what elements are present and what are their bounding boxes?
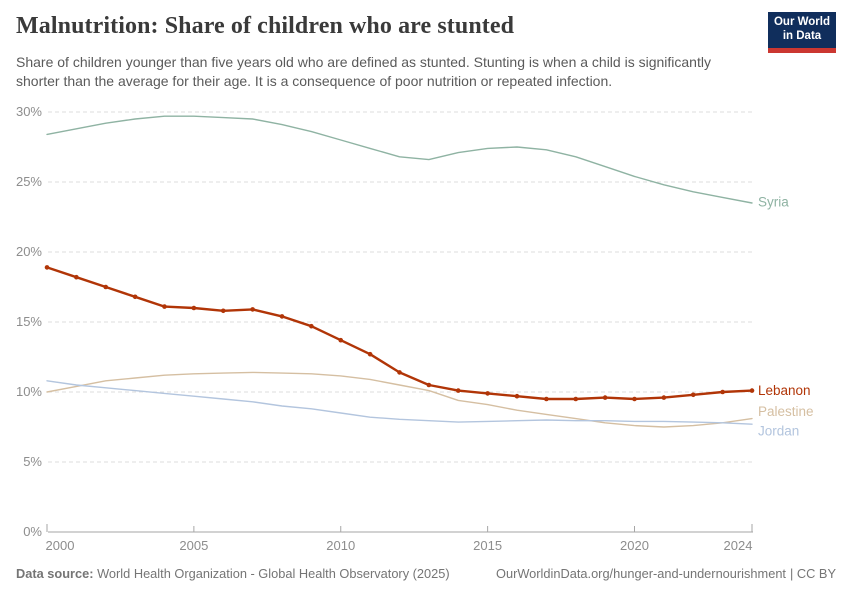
data-point-lebanon[interactable] bbox=[455, 388, 461, 393]
series-line-jordan[interactable] bbox=[46, 380, 753, 425]
x-axis-tick-label: 2020 bbox=[620, 538, 649, 553]
x-axis-tick-label: 2000 bbox=[46, 538, 75, 553]
data-point-lebanon[interactable] bbox=[367, 351, 373, 357]
x-axis-tick-label: 2024 bbox=[724, 538, 753, 553]
data-point-lebanon[interactable] bbox=[573, 396, 579, 402]
data-source: Data source: World Health Organization -… bbox=[16, 566, 450, 581]
y-axis-tick-label: 10% bbox=[16, 384, 42, 399]
chart-footer: Data source: World Health Organization -… bbox=[16, 566, 836, 581]
data-point-lebanon[interactable] bbox=[397, 370, 402, 375]
data-point-lebanon[interactable] bbox=[602, 395, 608, 400]
x-axis-tick-label: 2005 bbox=[179, 538, 208, 553]
owid-logo[interactable]: Our World in Data bbox=[768, 12, 836, 53]
data-point-lebanon[interactable] bbox=[44, 265, 50, 270]
footer-attribution: OurWorldinData.org/hunger-and-undernouri… bbox=[496, 566, 836, 581]
series-label-jordan[interactable]: Jordan bbox=[758, 424, 799, 439]
series-label-lebanon[interactable]: Lebanon bbox=[758, 383, 811, 398]
series-label-syria[interactable]: Syria bbox=[758, 195, 789, 210]
data-point-lebanon[interactable] bbox=[632, 396, 637, 402]
data-point-lebanon[interactable] bbox=[485, 391, 490, 396]
data-point-lebanon[interactable] bbox=[162, 304, 167, 309]
data-point-lebanon[interactable] bbox=[690, 392, 696, 398]
x-axis-tick-label: 2015 bbox=[473, 538, 502, 553]
owid-logo-line2: in Data bbox=[782, 30, 822, 42]
line-chart: 0% 5% 10% 15% 20% 25% 30% 2000 2005 2010 2015 2020 2… bbox=[16, 104, 814, 553]
y-axis-tick-label: 25% bbox=[16, 174, 42, 189]
series-line-palestine[interactable] bbox=[46, 371, 753, 428]
page-title: Malnutrition: Share of children who are … bbox=[16, 13, 515, 39]
data-point-lebanon[interactable] bbox=[103, 284, 109, 290]
chart-subtitle: Share of children younger than five year… bbox=[16, 54, 711, 89]
data-point-lebanon[interactable] bbox=[514, 393, 520, 399]
owid-logo-line1: Our World bbox=[773, 16, 830, 28]
data-point-lebanon[interactable] bbox=[74, 274, 79, 280]
data-point-lebanon[interactable] bbox=[426, 382, 432, 388]
series-label-palestine[interactable]: Palestine bbox=[758, 404, 814, 419]
series-line-syria[interactable] bbox=[46, 115, 753, 204]
data-point-lebanon[interactable] bbox=[279, 314, 285, 319]
data-point-lebanon[interactable] bbox=[309, 323, 314, 329]
y-axis-tick-label: 30% bbox=[16, 104, 42, 119]
data-point-lebanon[interactable] bbox=[132, 294, 138, 300]
data-source-text: World Health Organization - Global Healt… bbox=[93, 566, 450, 581]
y-axis-tick-label: 20% bbox=[16, 244, 42, 259]
license-text: | CC BY bbox=[790, 566, 836, 581]
y-axis-tick-label: 15% bbox=[16, 314, 42, 329]
data-source-label: Data source: bbox=[16, 566, 94, 581]
data-point-lebanon[interactable] bbox=[544, 396, 549, 402]
y-axis-tick-label: 5% bbox=[23, 454, 42, 469]
data-point-lebanon[interactable] bbox=[220, 308, 226, 314]
data-point-lebanon[interactable] bbox=[720, 389, 725, 395]
y-axis-tick-label: 0% bbox=[23, 524, 42, 539]
data-point-lebanon[interactable] bbox=[338, 337, 344, 343]
x-axis-tick-label: 2010 bbox=[326, 538, 355, 553]
data-point-lebanon[interactable] bbox=[749, 388, 755, 393]
chart-canvas: 0% 5% 10% 15% 20% 25% 30% 2000 2005 2010 2015 2020 2… bbox=[0, 95, 850, 560]
data-point-lebanon[interactable] bbox=[661, 395, 667, 400]
data-point-lebanon[interactable] bbox=[250, 307, 255, 312]
data-point-lebanon[interactable] bbox=[191, 305, 197, 311]
series-line-lebanon[interactable] bbox=[45, 266, 754, 401]
owid-url-link[interactable]: OurWorldinData.org/hunger-and-undernouri… bbox=[496, 566, 786, 581]
